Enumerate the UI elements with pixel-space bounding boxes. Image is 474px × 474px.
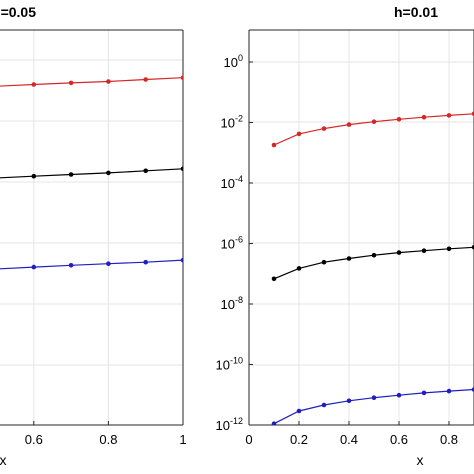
y-tick-label: 10-8 <box>221 295 243 312</box>
y-tick-label: 10-4 <box>221 174 243 191</box>
y-tick-label: 100 <box>224 53 243 70</box>
series-point-1 <box>271 276 277 282</box>
y-tick-base: 10 <box>221 176 235 191</box>
series-line-0 <box>0 77 183 87</box>
series-point-1 <box>421 248 427 253</box>
chart-title: h=0.01 <box>394 4 438 20</box>
series-point-2 <box>421 390 427 396</box>
x-axis-label: x <box>0 452 7 468</box>
y-tick-exponent: -8 <box>235 295 243 305</box>
series-line-1 <box>0 168 183 179</box>
series-point-1 <box>371 252 377 258</box>
series-point-2 <box>446 388 452 394</box>
chart-title: h=0.05 <box>0 4 36 20</box>
series-point-0 <box>106 79 111 84</box>
series-point-0 <box>346 122 352 127</box>
y-tick-exponent: -10 <box>230 356 243 366</box>
y-tick-label: 10-2 <box>221 114 243 131</box>
series-point-1 <box>143 168 148 174</box>
series-point-2 <box>371 395 377 401</box>
series-point-1 <box>180 166 183 172</box>
series-point-2 <box>106 261 111 267</box>
x-tick-label: 0 <box>245 432 252 447</box>
y-tick-exponent: -6 <box>235 235 243 245</box>
series-point-1 <box>346 256 352 261</box>
series-point-0 <box>471 111 474 117</box>
series-point-0 <box>143 77 148 82</box>
x-tick-label: 0.6 <box>390 432 408 447</box>
series-point-2 <box>271 421 277 425</box>
series-group <box>271 111 474 425</box>
series-point-2 <box>68 263 74 268</box>
x-tick-label: 0.2 <box>290 432 308 447</box>
series-point-0 <box>180 75 183 80</box>
y-tick-exponent: 0 <box>238 53 243 63</box>
y-tick-base: 10 <box>216 418 230 433</box>
x-tick-label: 1 <box>179 432 186 447</box>
right-panel: 0 0.2 0.4 0.6 0.810010-210-410-610-810-1010-… <box>216 4 474 468</box>
series-point-1 <box>396 250 402 255</box>
x-axis-label: x <box>417 452 424 468</box>
y-tick-base: 10 <box>224 55 238 70</box>
series-point-0 <box>371 119 377 124</box>
series-point-1 <box>106 170 111 176</box>
series-point-2 <box>396 392 402 398</box>
series-point-0 <box>396 117 402 122</box>
series-point-0 <box>68 80 74 86</box>
x-tick-label: 0.6 <box>25 432 43 447</box>
series-point-2 <box>143 259 148 265</box>
y-tick-exponent: -4 <box>235 174 243 184</box>
series-point-0 <box>31 82 37 87</box>
series-point-1 <box>471 245 474 250</box>
series-point-1 <box>321 259 327 265</box>
x-tick-label: 0.4 <box>340 432 358 447</box>
series-point-2 <box>180 257 183 263</box>
series-point-2 <box>346 398 352 404</box>
series-point-2 <box>296 408 302 414</box>
y-tick-label: 10-12 <box>216 416 243 433</box>
y-tick-base: 10 <box>216 358 230 373</box>
plot-background <box>249 30 474 425</box>
series-point-1 <box>446 246 452 252</box>
left-panel: 0.6 0.8 1 h=0.05 x <box>0 4 187 468</box>
series-point-2 <box>471 387 474 392</box>
y-tick-exponent: -12 <box>230 416 243 426</box>
series-point-0 <box>421 114 427 120</box>
series-line-0 <box>273 113 474 146</box>
x-tick-label: 0.8 <box>440 432 458 447</box>
series-point-1 <box>68 172 74 177</box>
plot-background <box>0 30 183 425</box>
series-point-2 <box>31 264 37 270</box>
y-tick-base: 10 <box>221 297 235 312</box>
series-point-0 <box>446 113 452 118</box>
series-point-1 <box>31 173 37 179</box>
series-point-0 <box>271 142 277 148</box>
y-tick-label: 10-10 <box>216 356 243 373</box>
y-tick-base: 10 <box>221 237 235 252</box>
series-line-2 <box>273 388 474 425</box>
y-tick-label: 10-6 <box>221 235 243 252</box>
y-tick-exponent: -2 <box>235 114 243 124</box>
series-line-2 <box>0 259 183 270</box>
series-group <box>0 75 183 270</box>
x-tick-label: 0.8 <box>99 432 117 447</box>
series-point-0 <box>296 131 302 137</box>
y-tick-base: 10 <box>221 116 235 131</box>
series-point-1 <box>296 266 302 271</box>
series-point-2 <box>321 402 327 408</box>
series-point-0 <box>321 126 327 131</box>
series-line-1 <box>273 246 474 280</box>
